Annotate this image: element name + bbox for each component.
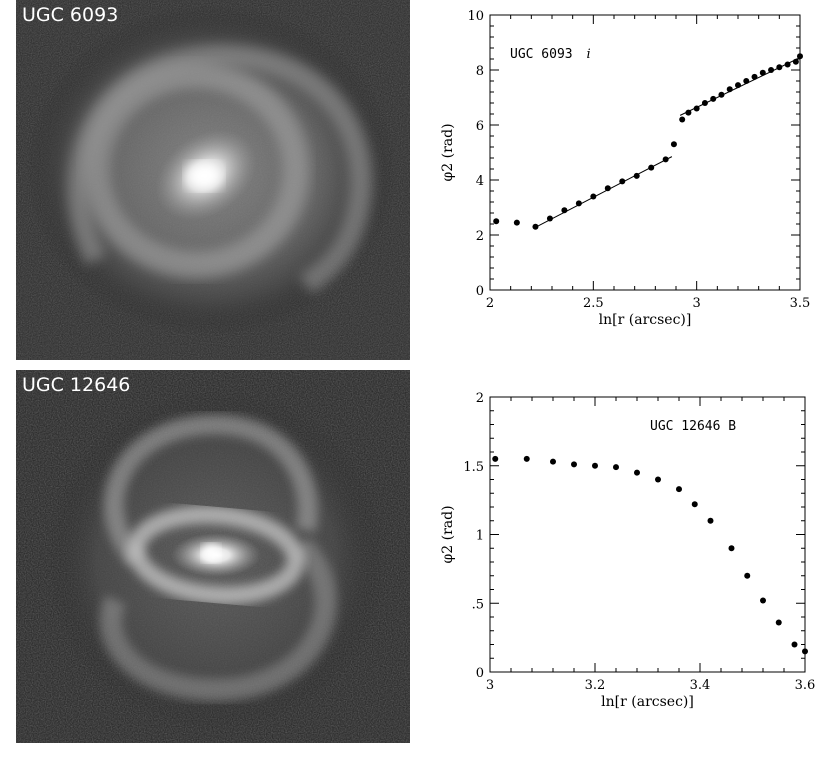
data-point	[493, 218, 500, 225]
y-tick-label: 1.5	[463, 460, 484, 475]
data-point	[685, 109, 692, 116]
galaxy-image-ugc-12646: UGC 12646	[16, 370, 410, 743]
x-tick-label: 3.6	[795, 678, 816, 693]
y-tick-labels: 0 2 4 6 8 10	[467, 9, 484, 299]
y-tick-label: 0	[476, 666, 484, 681]
chart-annotation: UGC 12646 B	[650, 419, 736, 434]
x-tick-label: 2.5	[583, 296, 604, 311]
data-point	[726, 86, 733, 93]
data-point	[693, 105, 700, 112]
data-point	[523, 455, 530, 462]
galaxy-label: UGC 6093	[22, 4, 119, 26]
y-tick-label: 0	[476, 284, 484, 299]
y-tick-label: 10	[467, 9, 484, 24]
x-axis-label: ln[r (arcsec)]	[601, 694, 694, 710]
data-point	[718, 91, 725, 98]
data-point	[743, 78, 750, 84]
data-points	[492, 455, 808, 655]
data-point	[707, 517, 714, 524]
data-point	[634, 469, 640, 476]
data-point	[679, 116, 686, 123]
x-tick-label: 3.2	[585, 678, 606, 693]
plot-frame	[489, 14, 801, 291]
data-point	[546, 215, 553, 222]
data-point	[592, 462, 598, 469]
data-point	[691, 501, 698, 508]
data-point	[590, 193, 597, 200]
y-tick-label: 2	[476, 391, 484, 406]
x-tick-label: 3	[693, 296, 701, 311]
tick-marks	[489, 14, 801, 291]
galaxy-image-ugc-12646-graphic	[16, 370, 410, 743]
data-point	[670, 141, 677, 148]
phase-chart-ugc-12646: 3 3.2 3.4 3.6 0 .5 1 1.5 2 UGC 12646 B ln[r (ar…	[440, 391, 815, 710]
data-point	[784, 61, 791, 68]
y-tick-label: 2	[476, 229, 484, 244]
data-point	[619, 178, 626, 185]
y-axis-label: φ2 (rad)	[440, 123, 456, 181]
data-point	[513, 219, 520, 226]
data-point	[676, 486, 682, 493]
fit-lines	[535, 57, 801, 228]
data-point	[735, 82, 741, 89]
data-point	[797, 53, 803, 60]
data-point	[792, 58, 799, 65]
y-tick-label: .5	[472, 597, 484, 612]
y-tick-label: 1	[476, 529, 484, 544]
y-tick-label: 4	[476, 174, 484, 189]
data-point	[655, 476, 661, 483]
x-axis-label: ln[r (arcsec)]	[599, 312, 692, 328]
data-point	[604, 185, 611, 192]
data-point	[662, 156, 669, 163]
y-tick-label: 6	[476, 119, 484, 134]
data-point	[532, 223, 539, 230]
plot-frame	[489, 396, 806, 673]
data-point	[561, 207, 568, 214]
y-tick-labels: 0 .5 1 1.5 2	[463, 391, 484, 681]
data-points	[493, 53, 803, 230]
data-point	[751, 73, 758, 80]
y-tick-label: 8	[476, 64, 484, 79]
data-point	[760, 597, 766, 604]
x-tick-label: 2	[486, 296, 494, 311]
data-point	[802, 648, 808, 655]
galaxy-label: UGC 12646	[22, 374, 131, 396]
data-point	[775, 619, 782, 626]
data-point	[571, 461, 577, 468]
chart-annotation: UGC 6093 i	[510, 47, 591, 62]
annotation-band: i	[586, 47, 590, 62]
annotation-galaxy-name: UGC 6093	[510, 47, 573, 62]
data-point	[648, 164, 655, 171]
x-tick-label: 3	[486, 678, 494, 693]
data-point	[744, 572, 751, 579]
data-point	[613, 464, 619, 471]
data-point	[492, 455, 499, 462]
data-point	[728, 545, 735, 552]
data-point	[550, 458, 556, 465]
tick-marks	[489, 396, 806, 673]
data-point	[575, 200, 582, 207]
data-point	[776, 64, 783, 71]
data-point	[701, 100, 708, 106]
data-point	[791, 641, 798, 648]
x-tick-labels: 2 2.5 3 3.5	[486, 296, 810, 311]
x-tick-labels: 3 3.2 3.4 3.6	[486, 678, 815, 693]
data-point	[768, 67, 775, 73]
data-point	[759, 69, 766, 76]
data-point	[710, 95, 717, 102]
galaxy-image-ugc-6093: UGC 6093	[16, 0, 410, 360]
data-point	[633, 172, 640, 179]
y-axis-label: φ2 (rad)	[440, 505, 456, 563]
galaxy-image-ugc-6093-graphic	[16, 0, 410, 360]
x-tick-label: 3.4	[690, 678, 711, 693]
x-tick-label: 3.5	[790, 296, 811, 311]
